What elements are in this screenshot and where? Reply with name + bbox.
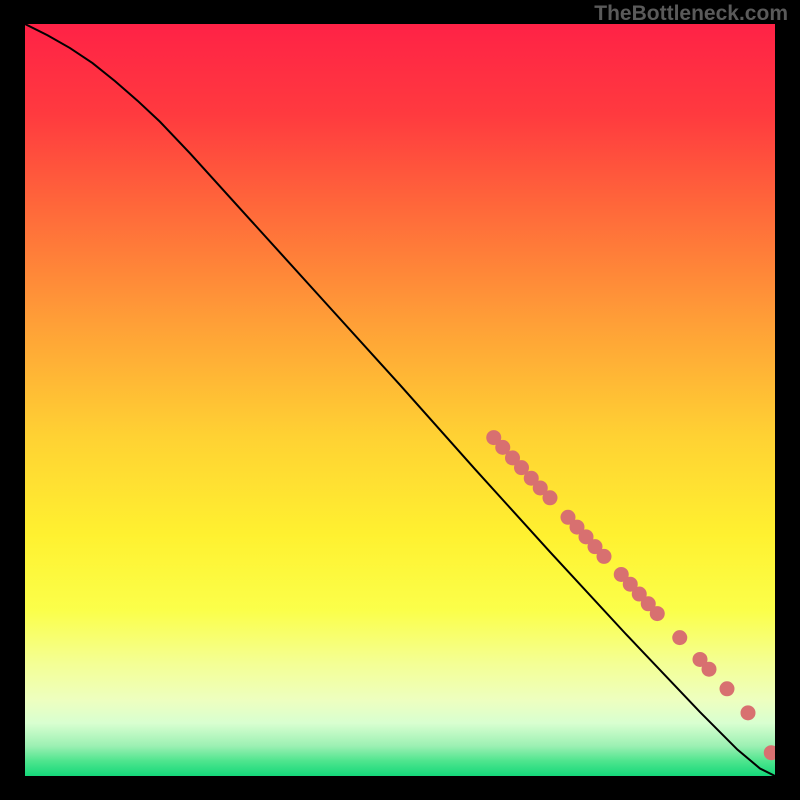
chart-plot-area bbox=[25, 24, 775, 776]
data-point bbox=[543, 490, 558, 505]
data-markers bbox=[486, 430, 775, 761]
data-point bbox=[741, 705, 756, 720]
chart-svg-overlay bbox=[25, 24, 775, 776]
watermark-label: TheBottleneck.com bbox=[594, 2, 788, 26]
data-point bbox=[720, 681, 735, 696]
data-point bbox=[702, 662, 717, 677]
curve-line bbox=[25, 24, 775, 776]
data-point bbox=[672, 630, 687, 645]
data-point bbox=[597, 549, 612, 564]
data-point bbox=[650, 606, 665, 621]
